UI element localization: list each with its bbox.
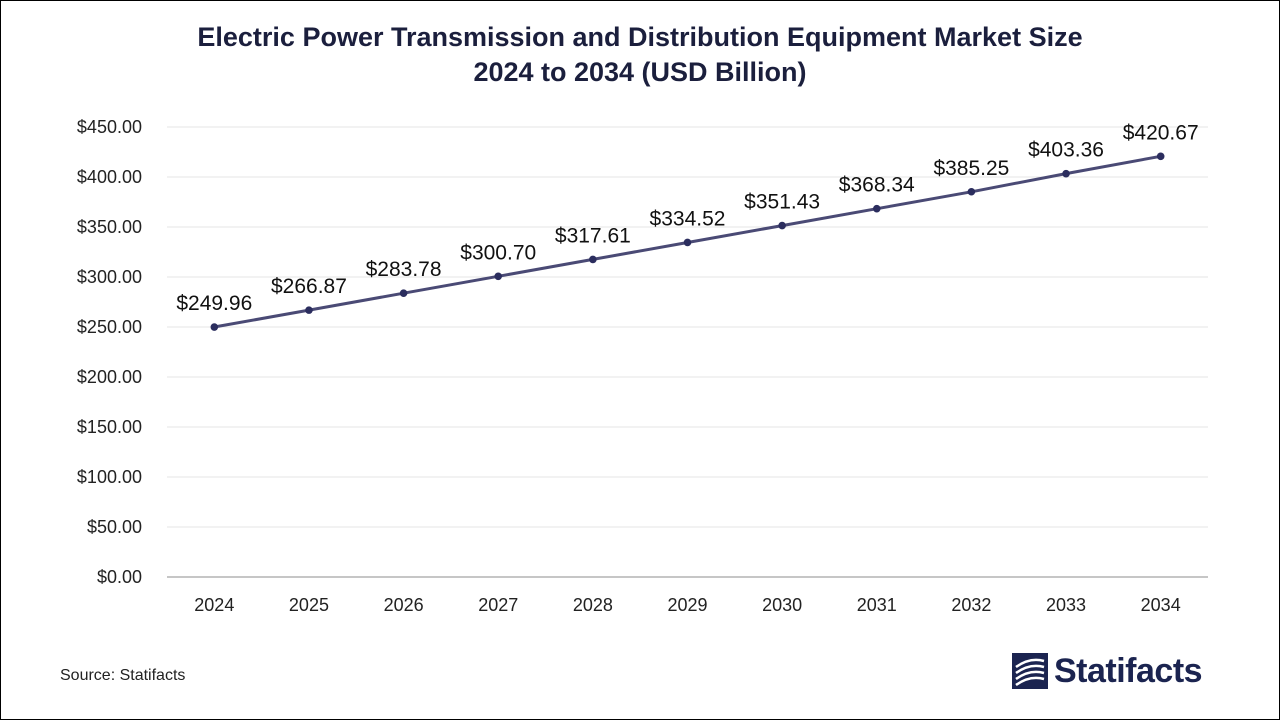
- x-tick-label: 2029: [667, 595, 707, 615]
- data-point: [1062, 169, 1070, 178]
- y-tick-label: $350.00: [77, 217, 142, 237]
- y-tick-label: $250.00: [77, 317, 142, 337]
- chart-title: Electric Power Transmission and Distribu…: [0, 20, 1280, 90]
- x-tick-label: 2024: [194, 595, 234, 615]
- y-tick-label: $100.00: [77, 467, 142, 487]
- source-note: Source: Statifacts: [60, 667, 186, 684]
- y-tick-label: $150.00: [77, 417, 142, 437]
- y-tick-label: $50.00: [87, 517, 142, 537]
- statifacts-logo-text: Statifacts: [1054, 652, 1203, 690]
- data-point: [1156, 152, 1165, 161]
- data-point: [872, 204, 881, 213]
- data-label: $368.34: [839, 174, 915, 197]
- y-tick-label: $450.00: [77, 117, 142, 137]
- data-label: $351.43: [744, 191, 820, 214]
- data-label: $266.87: [271, 275, 347, 298]
- data-label: $300.70: [460, 241, 536, 264]
- y-tick-label: $200.00: [77, 367, 142, 387]
- data-label: $317.61: [555, 224, 631, 247]
- data-label: $403.36: [1028, 139, 1104, 162]
- chart-title-line-2: 2024 to 2034 (USD Billion): [473, 57, 807, 87]
- data-point: [683, 238, 692, 247]
- data-point: [967, 187, 976, 196]
- x-tick-label: 2034: [1141, 595, 1181, 615]
- data-label: $385.25: [933, 157, 1009, 180]
- y-tick-label: $0.00: [97, 567, 142, 587]
- statifacts-logo: Statifacts: [1012, 652, 1203, 690]
- x-tick-label: 2031: [857, 595, 897, 615]
- data-label: $249.96: [176, 292, 252, 315]
- data-label: $334.52: [650, 207, 726, 230]
- data-label: $420.67: [1123, 121, 1199, 144]
- y-tick-label: $400.00: [77, 167, 142, 187]
- x-tick-label: 2032: [951, 595, 991, 615]
- x-tick-label: 2028: [573, 595, 613, 615]
- x-tick-label: 2025: [289, 595, 329, 615]
- x-tick-label: 2030: [762, 595, 802, 615]
- x-tick-label: 2026: [384, 595, 424, 615]
- statifacts-logo-icon: [1012, 653, 1048, 689]
- data-label: $283.78: [366, 258, 442, 281]
- data-point: [494, 272, 503, 281]
- y-tick-label: $300.00: [77, 267, 142, 287]
- data-point: [399, 289, 408, 298]
- x-tick-label: 2027: [478, 595, 518, 615]
- data-point: [589, 255, 597, 264]
- data-point: [778, 221, 786, 230]
- chart-title-line-1: Electric Power Transmission and Distribu…: [197, 22, 1083, 52]
- data-point: [305, 306, 313, 314]
- x-tick-label: 2033: [1046, 595, 1086, 615]
- data-point: [210, 323, 219, 331]
